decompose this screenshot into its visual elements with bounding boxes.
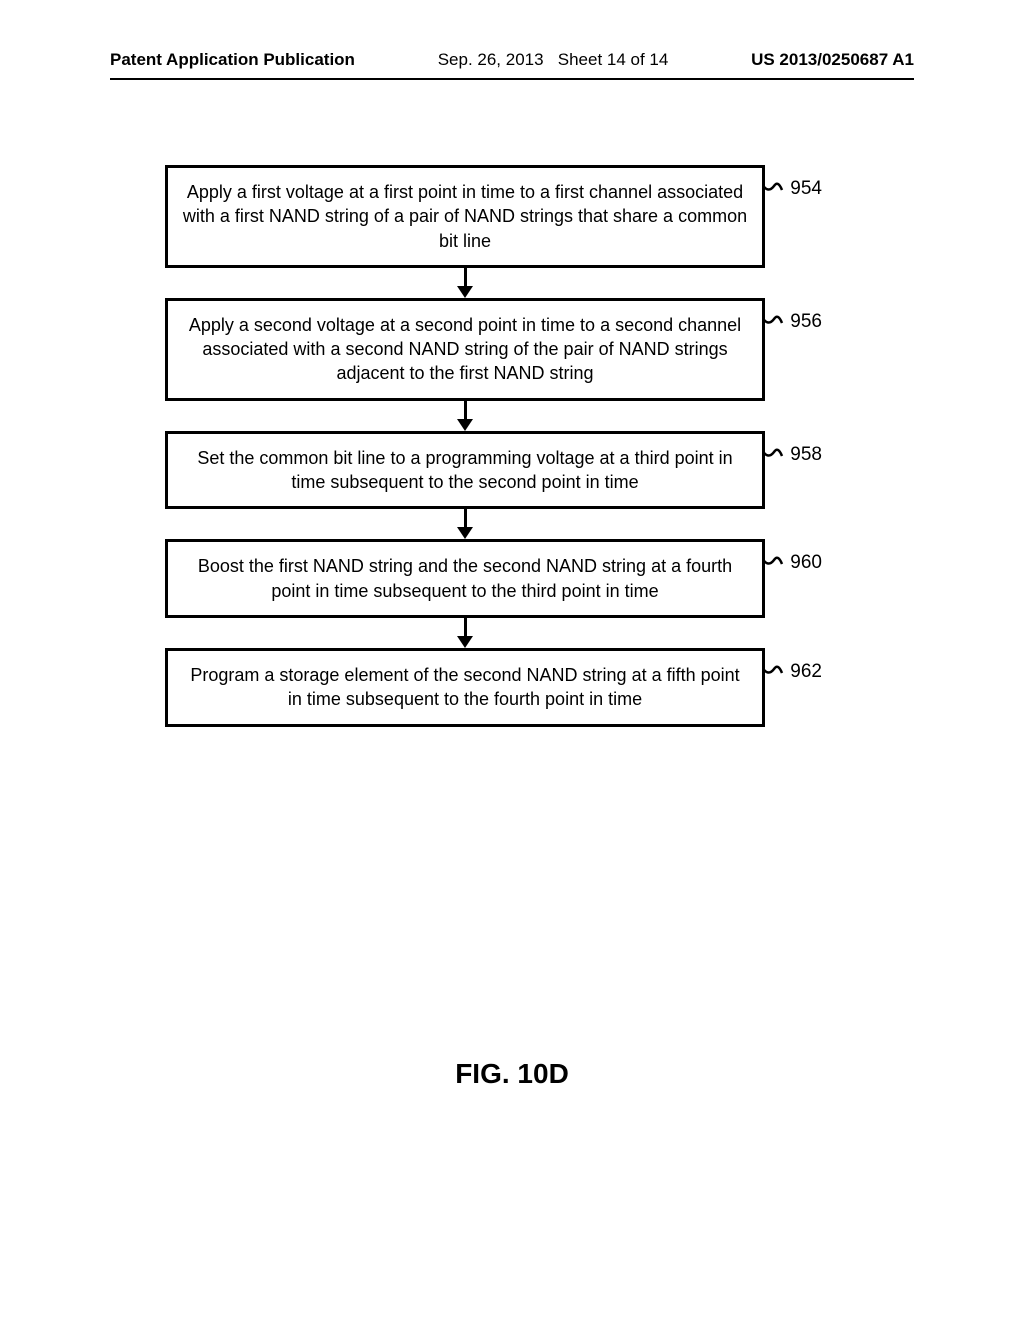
flow-box-text: Program a storage element of the second … bbox=[190, 665, 739, 709]
header-pubno: US 2013/0250687 A1 bbox=[751, 50, 914, 70]
flow-box-text: Set the common bit line to a programming… bbox=[197, 448, 732, 492]
arrow-head-icon bbox=[457, 286, 473, 298]
arrow-line bbox=[464, 509, 467, 529]
arrow-head-icon bbox=[457, 636, 473, 648]
header-sheet: Sheet 14 of 14 bbox=[558, 50, 669, 69]
header-publication: Patent Application Publication bbox=[110, 50, 355, 70]
arrow-head-icon bbox=[457, 527, 473, 539]
flow-box-954: Apply a first voltage at a first point i… bbox=[165, 165, 765, 268]
arrow-line bbox=[464, 618, 467, 638]
flow-box-962: Program a storage element of the second … bbox=[165, 648, 765, 727]
flow-box-text: Apply a second voltage at a second point… bbox=[189, 315, 741, 384]
flow-box-text: Boost the first NAND string and the seco… bbox=[198, 556, 732, 600]
ref-number: 954 bbox=[790, 176, 822, 202]
ref-leader-curve bbox=[762, 313, 784, 331]
flow-box-960: Boost the first NAND string and the seco… bbox=[165, 539, 765, 618]
flow-arrow bbox=[165, 401, 765, 431]
header-date-sheet: Sep. 26, 2013 Sheet 14 of 14 bbox=[438, 50, 669, 70]
ref-number: 956 bbox=[790, 309, 822, 335]
header-date: Sep. 26, 2013 bbox=[438, 50, 544, 69]
flow-arrow bbox=[165, 268, 765, 298]
flow-arrow bbox=[165, 618, 765, 648]
arrow-line bbox=[464, 268, 467, 288]
figure-label: FIG. 10D bbox=[0, 1058, 1024, 1090]
arrow-line bbox=[464, 401, 467, 421]
ref-leader-curve bbox=[762, 663, 784, 681]
page-header: Patent Application Publication Sep. 26, … bbox=[0, 50, 1024, 70]
flowchart: Apply a first voltage at a first point i… bbox=[165, 165, 765, 727]
flow-box-956: Apply a second voltage at a second point… bbox=[165, 298, 765, 401]
ref-leader-curve bbox=[762, 446, 784, 464]
ref-number: 962 bbox=[790, 659, 822, 685]
flow-box-text: Apply a first voltage at a first point i… bbox=[183, 182, 747, 251]
arrow-head-icon bbox=[457, 419, 473, 431]
header-rule bbox=[110, 78, 914, 80]
ref-number: 958 bbox=[790, 442, 822, 468]
ref-leader-curve bbox=[762, 180, 784, 198]
flow-box-958: Set the common bit line to a programming… bbox=[165, 431, 765, 510]
ref-number: 960 bbox=[790, 550, 822, 576]
flow-arrow bbox=[165, 509, 765, 539]
ref-leader-curve bbox=[762, 554, 784, 572]
